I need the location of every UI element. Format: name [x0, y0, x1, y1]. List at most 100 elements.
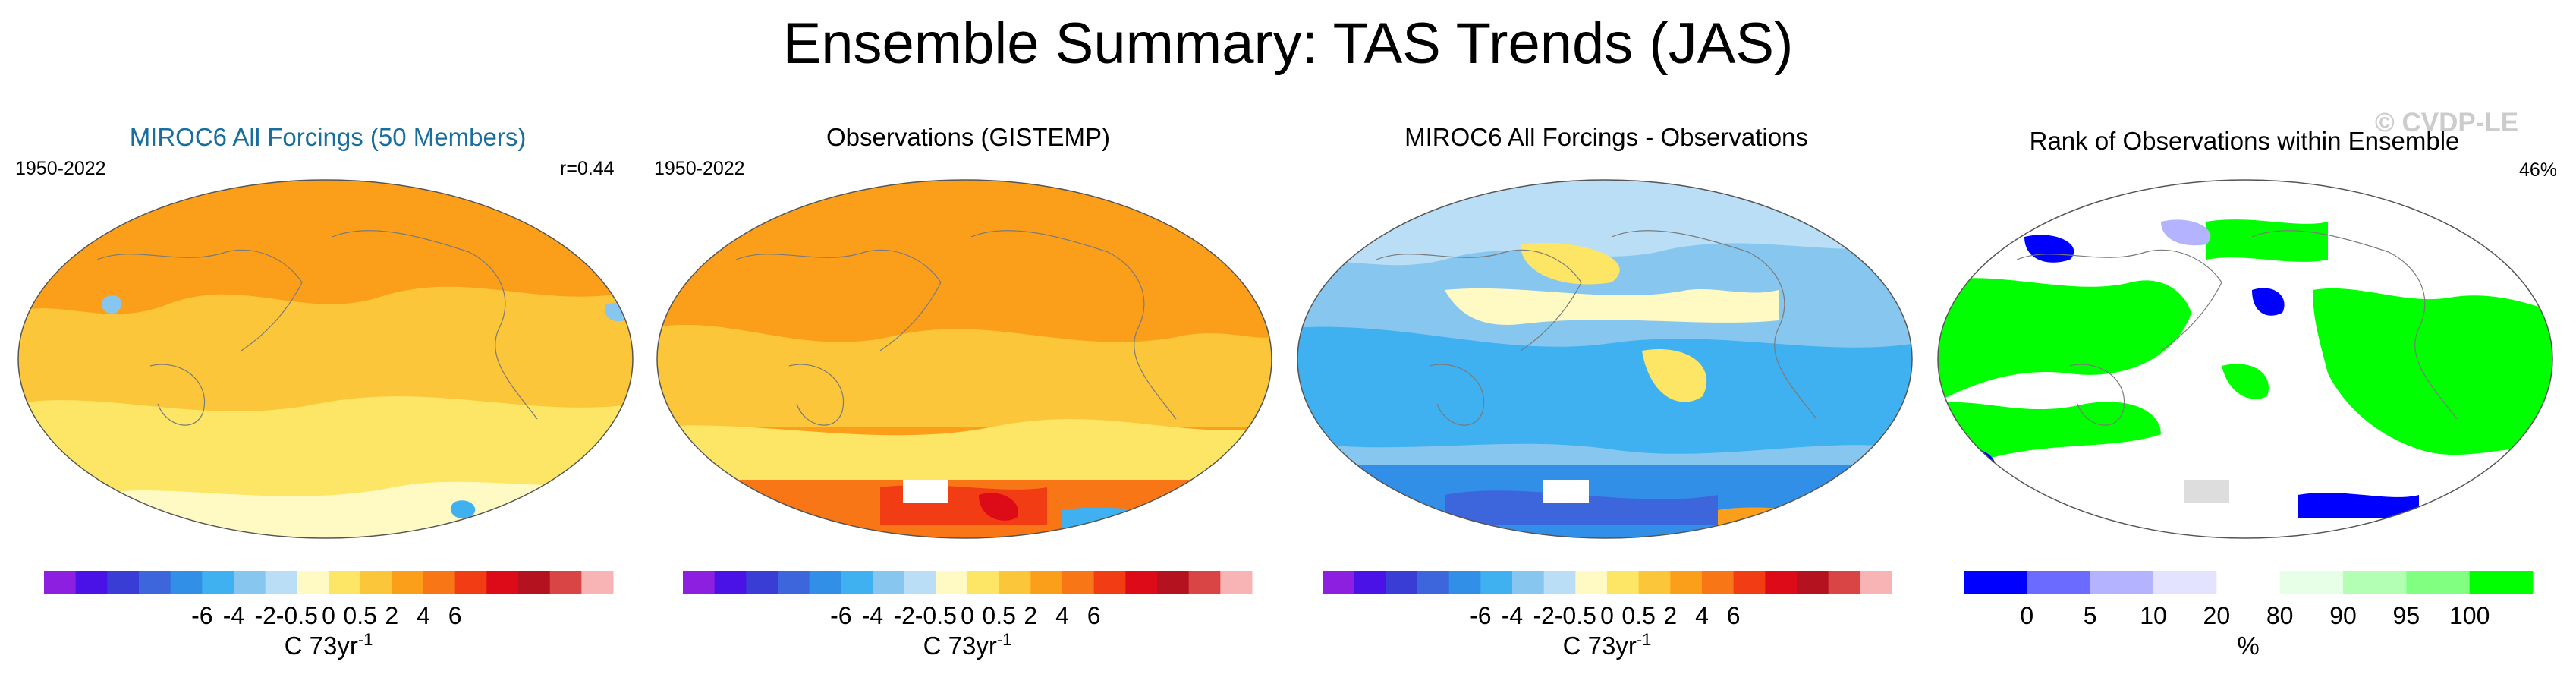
colorbar-2-tick-label: -4 [862, 602, 883, 629]
colorbar-2-label: C 73yr-1 [923, 630, 1012, 660]
colorbar-3-tick-label: -6 [1470, 602, 1491, 629]
colorbar-2-tick-label: 6 [1087, 602, 1101, 629]
colorbar-4-tick-label: 10 [2140, 602, 2167, 629]
colorbar-3-swatch [1860, 571, 1892, 594]
panel-4-map [1937, 179, 2553, 539]
colorbar-2-swatch [936, 571, 968, 594]
colorbars: -6 -4 -2 -0.5 0 0.5 2 4 6C 73yr-1-6 -4 -2 -0.5 0 0.5 2… [44, 571, 2534, 660]
panel-4-title: Rank of Observations within Ensemble [2029, 127, 2460, 155]
colorbar-2-tick-label: -6 [830, 602, 851, 629]
colorbar-4-tick-label: 95 [2393, 602, 2420, 629]
colorbar-1-swatch [170, 571, 203, 594]
colorbar-2-swatch [778, 571, 810, 594]
colorbar-2-swatch [999, 571, 1031, 594]
colorbar-3-swatch [1448, 571, 1481, 594]
colorbar-1-tick-label: -4 [223, 602, 244, 629]
colorbar-2-tick-label: 4 [1055, 602, 1069, 629]
colorbar-3-swatch [1670, 571, 1703, 594]
colorbar-1-swatch [265, 571, 297, 594]
colorbar-4-swatch [2406, 571, 2471, 594]
colorbar-3-swatch [1797, 571, 1829, 594]
colorbar-2-tick-label: 0 [961, 602, 974, 629]
colorbar-3-tick-label: -2 [1533, 602, 1554, 629]
colorbar-3-swatch [1702, 571, 1735, 594]
panel-1-period: 1950-2022 [15, 158, 106, 179]
colorbar-2-swatch [714, 571, 747, 594]
colorbar-2-swatch [904, 571, 936, 594]
colorbar-2-swatch [809, 571, 841, 594]
colorbar-1-swatch [392, 571, 424, 594]
colorbar-3-tick-label: 2 [1663, 602, 1677, 629]
colorbar-2-tick-label: 0.5 [982, 602, 1015, 629]
colorbar-1-label-exponent: -1 [358, 630, 373, 649]
colorbar-1-tick-label: 4 [417, 602, 430, 629]
colorbar-3-swatch [1386, 571, 1418, 594]
panel-2-title: Observations (GISTEMP) [826, 123, 1111, 151]
colorbar-1-swatch [329, 571, 361, 594]
colorbar-2-swatch [1220, 571, 1253, 594]
colorbar-1-swatch [139, 571, 171, 594]
colorbar-4-swatch [2343, 571, 2407, 594]
panel-3-title: MIROC6 All Forcings - Observations [1404, 123, 1808, 151]
colorbar-3-tick-label: 4 [1695, 602, 1709, 629]
colorbar-3-swatch [1543, 571, 1576, 594]
colorbar-3-swatch [1638, 571, 1671, 594]
colorbar-3-tick-label: -4 [1502, 602, 1523, 629]
colorbar-1-swatch [202, 571, 234, 594]
colorbar-3-tick-label: 0.5 [1621, 602, 1655, 629]
colorbar-3-swatch [1765, 571, 1798, 594]
colorbar-4-swatch [2090, 571, 2154, 594]
panel-2-map [656, 179, 1272, 539]
panel-1-stat: r=0.44 [560, 158, 615, 179]
colorbar-3-swatch [1733, 571, 1766, 594]
panel-4-stat: 46% [2519, 159, 2558, 181]
colorbar-1-swatch [297, 571, 329, 594]
panel-1-map [17, 179, 634, 539]
colorbar-4-swatch [2216, 571, 2281, 594]
colorbar-1-tick-label: 0.5 [343, 602, 376, 629]
colorbar-4-tick-label: 90 [2329, 602, 2357, 629]
colorbar-3-swatch [1323, 571, 1355, 594]
colorbar-1-tick-label: 0 [322, 602, 335, 629]
colorbar-4-swatch [2279, 571, 2344, 594]
colorbar-3-swatch [1607, 571, 1640, 594]
panel-2-period: 1950-2022 [654, 158, 745, 179]
colorbar-1-swatch [423, 571, 456, 594]
colorbar-2-swatch [746, 571, 778, 594]
colorbar-1-tick-label: 6 [448, 602, 462, 629]
panel-1-title: MIROC6 All Forcings (50 Members) [129, 123, 527, 151]
colorbar-2-tick-label: 2 [1024, 602, 1037, 629]
colorbar-4-swatch [2153, 571, 2217, 594]
colorbar-4-tick-label: 5 [2084, 602, 2097, 629]
colorbar-3-swatch [1417, 571, 1450, 594]
colorbar-3-swatch [1575, 571, 1608, 594]
colorbar-2-swatch [1062, 571, 1095, 594]
colorbar-3-label: C 73yr-1 [1563, 630, 1652, 660]
figure-title: Ensemble Summary: TAS Trends (JAS) [782, 11, 1794, 76]
colorbar-4-label: % [2237, 632, 2259, 660]
colorbar-1-swatch [234, 571, 266, 594]
colorbar-3-swatch [1354, 571, 1386, 594]
colorbar-2-label-exponent: -1 [997, 630, 1012, 649]
colorbar-3-tick-label: -0.5 [1555, 602, 1596, 629]
colorbar-3-swatch [1828, 571, 1860, 594]
colorbar-1-swatch [581, 571, 614, 594]
colorbar-1-swatch [518, 571, 551, 594]
colorbar-4-tick-label: 100 [2449, 602, 2490, 629]
watermark: © CVDP-LE [2375, 108, 2519, 137]
colorbar-2-swatch [1188, 571, 1221, 594]
colorbar-1-tick-label: -6 [191, 602, 212, 629]
colorbar-2-swatch [683, 571, 716, 594]
colorbar-4-swatch [1964, 571, 2027, 594]
colorbar-2-tick-label: -2 [893, 602, 914, 629]
colorbar-2-tick-label: -0.5 [915, 602, 957, 629]
colorbar-4-tick-label: 20 [2203, 602, 2231, 629]
colorbar-2-swatch [1030, 571, 1063, 594]
colorbar-2-swatch [873, 571, 905, 594]
colorbar-1-swatch [360, 571, 392, 594]
colorbar-2-swatch [1157, 571, 1190, 594]
colorbar-2-swatch [1093, 571, 1126, 594]
colorbar-2-swatch [841, 571, 873, 594]
colorbar-1-tick-label: -0.5 [276, 602, 318, 629]
colorbar-4-tick-label: 80 [2266, 602, 2294, 629]
